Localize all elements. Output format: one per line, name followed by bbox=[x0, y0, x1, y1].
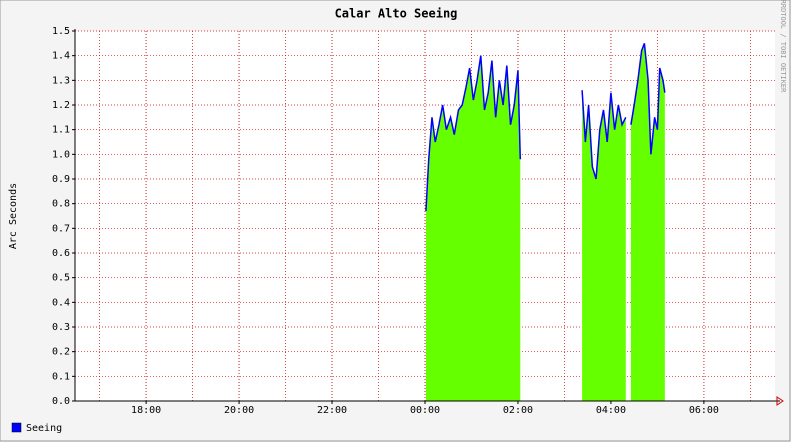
legend-swatch bbox=[11, 422, 22, 433]
y-tick-label: 0.0 bbox=[52, 396, 70, 407]
x-tick-label: 02:00 bbox=[503, 405, 533, 416]
y-tick-label: 0.3 bbox=[52, 322, 70, 333]
y-axis-label: Arc Seconds bbox=[8, 183, 19, 249]
x-tick-label: 18:00 bbox=[131, 405, 161, 416]
x-tick-label: 04:00 bbox=[596, 405, 626, 416]
chart-title: Calar Alto Seeing bbox=[335, 7, 458, 21]
x-tick-label: 20:00 bbox=[224, 405, 254, 416]
y-tick-label: 1.3 bbox=[52, 75, 70, 86]
y-tick-label: 0.9 bbox=[52, 174, 70, 185]
y-tick-label: 0.1 bbox=[52, 371, 70, 382]
watermark: RRDTOOL / TOBI OETIKER bbox=[779, 0, 787, 93]
y-tick-label: 1.5 bbox=[52, 26, 70, 37]
x-tick-label: 00:00 bbox=[410, 405, 440, 416]
y-tick-label: 0.8 bbox=[52, 199, 70, 210]
line bbox=[425, 43, 666, 212]
y-tick-label: 0.2 bbox=[52, 347, 70, 358]
area bbox=[425, 43, 665, 401]
y-tick-label: 0.7 bbox=[52, 223, 70, 234]
y-tick-label: 1.2 bbox=[52, 100, 70, 111]
y-tick-label: 0.6 bbox=[52, 248, 70, 259]
y-tick-label: 1.4 bbox=[52, 51, 70, 62]
y-tick-label: 1.0 bbox=[52, 149, 70, 160]
legend-label: Seeing bbox=[26, 423, 62, 434]
x-tick-label: 22:00 bbox=[317, 405, 347, 416]
plot-area bbox=[75, 31, 775, 401]
x-tick-label: 06:00 bbox=[689, 405, 719, 416]
y-tick-label: 0.5 bbox=[52, 273, 70, 284]
axis-arrow bbox=[776, 396, 784, 406]
y-tick-label: 0.4 bbox=[52, 297, 70, 308]
y-tick-label: 1.1 bbox=[52, 125, 70, 136]
